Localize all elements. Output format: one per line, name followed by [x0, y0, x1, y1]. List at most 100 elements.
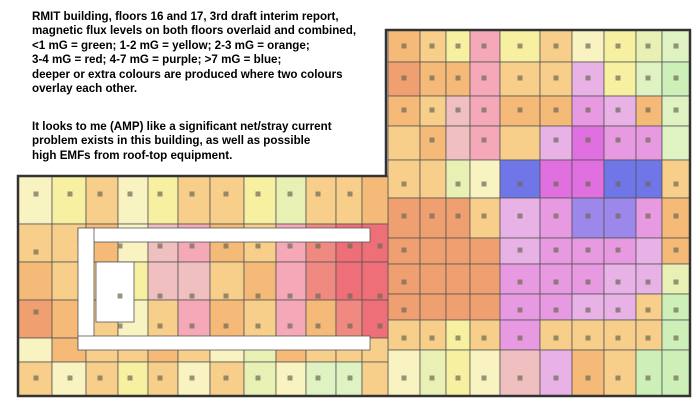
sensor-marker [615, 107, 621, 113]
sensor-marker [615, 43, 621, 49]
room [445, 159, 471, 199]
room [469, 125, 501, 161]
room [17, 337, 53, 363]
sensor-marker [117, 293, 123, 299]
sensor-marker [645, 307, 651, 313]
sensor-marker [401, 375, 407, 381]
legend-line: magnetic flux levels on both floors over… [32, 24, 357, 38]
sensor-marker [117, 323, 123, 329]
sensor-marker [585, 279, 591, 285]
sensor-marker [117, 243, 123, 249]
room [419, 349, 447, 397]
corridor-north [77, 227, 371, 243]
sensor-marker [645, 107, 651, 113]
sensor-marker [157, 191, 163, 197]
room [117, 175, 149, 225]
sensor-marker [347, 243, 353, 249]
sensor-marker [673, 375, 679, 381]
room [85, 175, 119, 225]
sensor-marker [401, 247, 407, 253]
room [387, 159, 421, 199]
room [661, 349, 691, 397]
sensor-marker [455, 75, 461, 81]
sensor-marker [189, 375, 195, 381]
sensor-marker [67, 191, 73, 197]
sensor-marker [673, 307, 679, 313]
sensor-marker [615, 137, 621, 143]
room [469, 263, 501, 295]
sensor-marker [429, 75, 435, 81]
room [499, 293, 541, 321]
legend-line: RMIT building, floors 16 and 17, 3rd dra… [32, 10, 339, 23]
room [419, 95, 447, 127]
room [209, 175, 245, 225]
sensor-marker [223, 293, 229, 299]
room [499, 349, 541, 397]
room [335, 175, 363, 225]
corridor-south [77, 335, 371, 351]
room [571, 349, 605, 397]
room [305, 361, 337, 397]
sensor-marker [615, 75, 621, 81]
opinion-caption: It looks to me (AMP) like a significant … [32, 120, 335, 166]
sensor-marker [255, 375, 261, 381]
room [275, 361, 307, 397]
room [661, 293, 691, 321]
room [419, 125, 447, 161]
room [571, 125, 605, 161]
room [635, 293, 663, 321]
opinion-line: problem exists in this building, as well… [32, 134, 311, 148]
sensor-marker [517, 43, 523, 49]
room [275, 299, 307, 339]
room [603, 159, 637, 199]
sensor-marker [401, 181, 407, 187]
sensor-marker [429, 43, 435, 49]
sensor-marker [585, 107, 591, 113]
sensor-marker [223, 243, 229, 249]
sensor-marker [189, 293, 195, 299]
legend-line: <1 mG = green; 1-2 mG = yellow; 2-3 mG =… [32, 38, 310, 52]
sensor-marker [645, 75, 651, 81]
room [603, 263, 637, 295]
sensor-marker [157, 243, 163, 249]
sensor-marker [585, 213, 591, 219]
room [661, 319, 691, 351]
sensor-marker [255, 293, 261, 299]
sensor-marker [481, 43, 487, 49]
room [603, 29, 637, 63]
legend-line: 3-4 mG = red; 4-7 mG = purple; >7 mG = b… [32, 53, 282, 67]
opinion-line: It looks to me (AMP) like a significant … [32, 120, 332, 133]
sensor-marker [585, 181, 591, 187]
room [51, 175, 87, 225]
room [539, 263, 573, 295]
room [469, 61, 501, 97]
room [361, 361, 389, 397]
sensor-marker [127, 375, 133, 381]
sensor-marker [585, 75, 591, 81]
sensor-marker [347, 293, 353, 299]
sensor-marker [287, 375, 293, 381]
sensor-marker [615, 335, 621, 341]
sensor-marker [481, 137, 487, 143]
sensor-marker [645, 335, 651, 341]
sensor-marker [223, 375, 229, 381]
sensor-marker [401, 307, 407, 313]
room [387, 349, 421, 397]
room [419, 237, 447, 265]
room [117, 361, 149, 397]
sensor-marker [429, 213, 435, 219]
room [571, 263, 605, 295]
sensor-marker [673, 247, 679, 253]
room [177, 299, 211, 339]
sensor-marker [615, 307, 621, 313]
room [499, 319, 541, 351]
room [469, 319, 501, 351]
room [469, 159, 501, 199]
sensor-marker [517, 335, 523, 341]
sensor-marker [615, 279, 621, 285]
service-core [95, 261, 135, 323]
sensor-marker [33, 191, 39, 197]
sensor-marker [553, 137, 559, 143]
sensor-marker [645, 279, 651, 285]
sensor-marker [481, 181, 487, 187]
